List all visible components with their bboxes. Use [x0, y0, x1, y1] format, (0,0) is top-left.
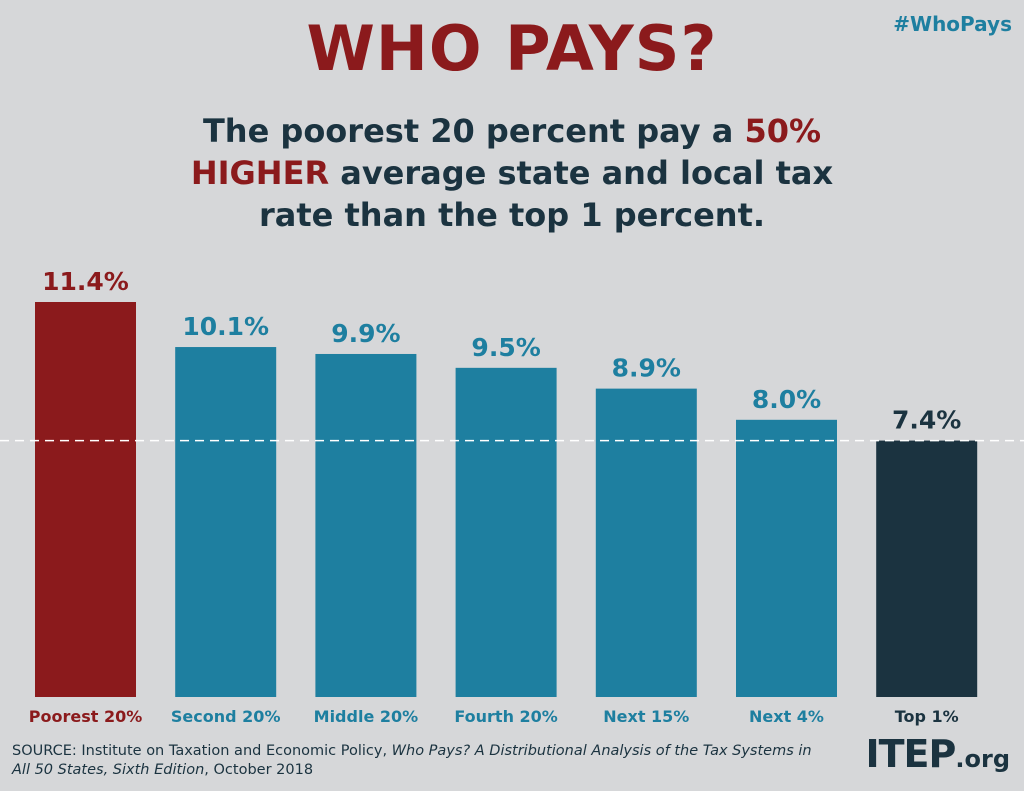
category-label: Top 1% — [895, 707, 959, 726]
bars-layer — [35, 302, 978, 697]
page-title: WHO PAYS? — [306, 12, 718, 85]
subtitle: The poorest 20 percent pay a 50% HIGHER … — [150, 110, 874, 236]
bar-next-4 — [736, 419, 837, 697]
labels-layer: 11.4% Poorest 20% 10.1% Second 20% 9.9% Middl… — [29, 267, 962, 726]
data-label: 8.9% — [612, 354, 681, 383]
subtitle-text-2: average state and local tax rate than th… — [258, 154, 834, 234]
data-label: 9.5% — [471, 333, 540, 362]
source-note: SOURCE: Institute on Taxation and Econom… — [12, 742, 832, 780]
logo-text: ITEP — [865, 732, 957, 776]
itep-logo[interactable]: ITEP.org — [866, 732, 1011, 776]
subtitle-highlight-higher: HIGHER — [190, 154, 330, 192]
category-label: Next 15% — [603, 707, 689, 726]
category-label: Second 20% — [171, 707, 281, 726]
bar-poorest-20 — [35, 302, 136, 697]
data-label: 10.1% — [182, 312, 269, 341]
bar-middle-20 — [315, 353, 417, 697]
data-label: 8.0% — [752, 385, 821, 414]
bar-top-1 — [876, 440, 978, 697]
data-label: 11.4% — [42, 267, 129, 296]
bar-second-20 — [175, 347, 277, 697]
subtitle-highlight-percent: 50% — [744, 112, 822, 150]
source-suffix: , October 2018 — [204, 762, 314, 778]
source-prefix: SOURCE: Institute on Taxation and Econom… — [12, 743, 392, 759]
subtitle-text-1: The poorest 20 percent pay a — [202, 112, 745, 150]
hashtag-link[interactable]: #WhoPays — [893, 12, 1012, 36]
data-label: 7.4% — [892, 406, 961, 435]
logo-domain: .org — [955, 745, 1010, 773]
category-label: Fourth 20% — [454, 707, 557, 726]
category-label: Poorest 20% — [29, 707, 143, 726]
category-label: Middle 20% — [314, 707, 419, 726]
source-title: Who Pays? A Distributional Analysis of t… — [12, 743, 812, 778]
category-label: Next 4% — [749, 707, 824, 726]
bar-next-15 — [595, 388, 697, 697]
bar-fourth-20 — [455, 367, 557, 697]
data-label: 9.9% — [331, 319, 400, 348]
